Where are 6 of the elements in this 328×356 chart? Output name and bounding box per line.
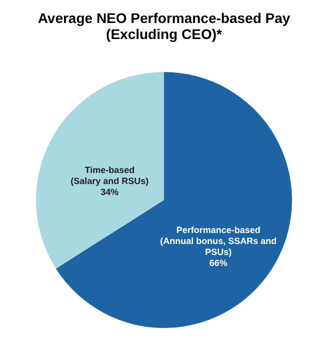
pie-slice [56, 72, 292, 328]
slice-label: Performance-based (Annual bonus, SSARs and PSUs) [160, 224, 277, 257]
data-label: 34% [100, 187, 119, 198]
slice-label: Time-based (Salary and RSUs) [70, 165, 149, 186]
data-label: 66% [209, 258, 228, 268]
chart-title: Average NEO Performance-based Pay (Excluding CEO)* [38, 10, 290, 42]
